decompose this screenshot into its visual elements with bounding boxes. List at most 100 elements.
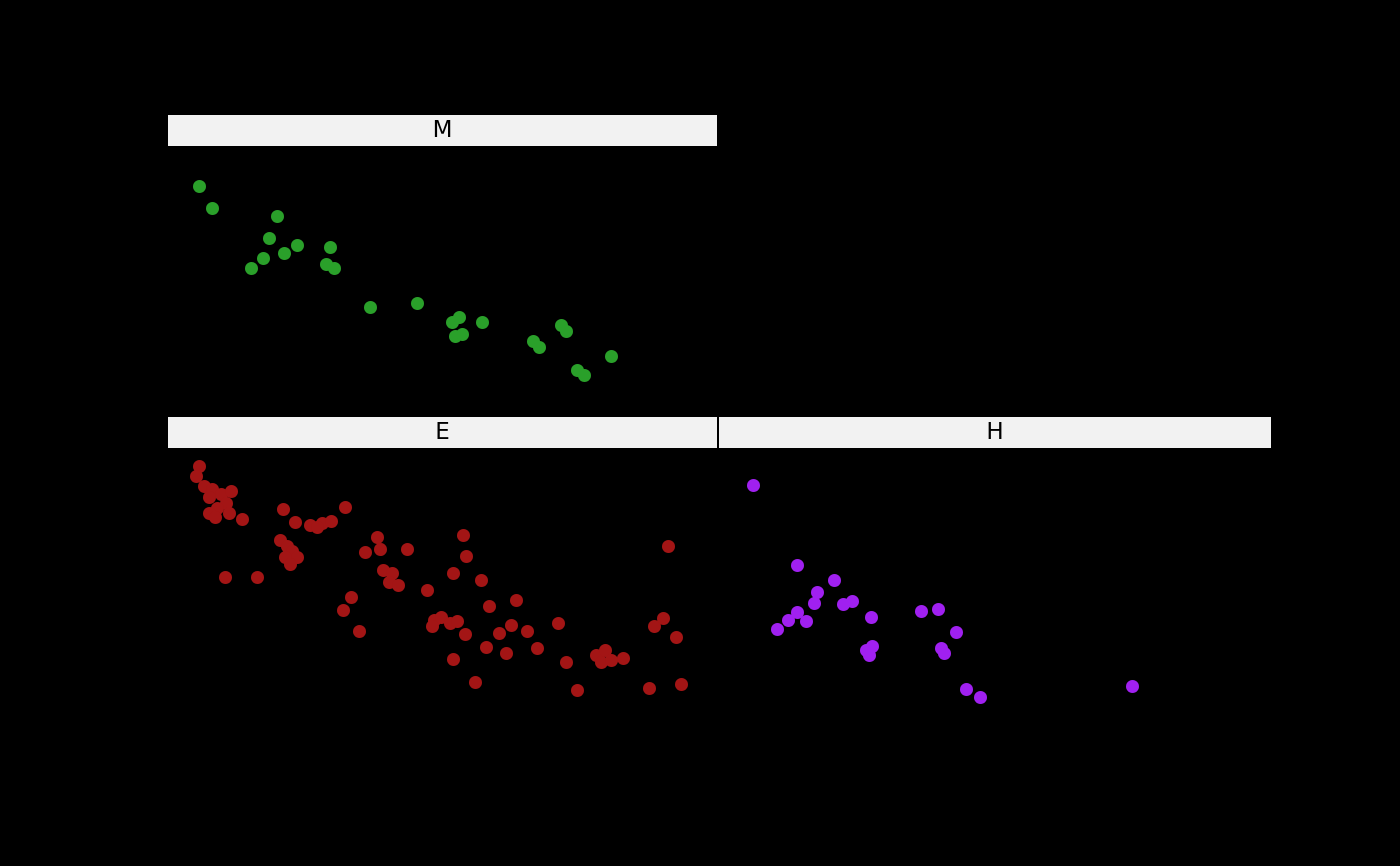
data-point	[459, 549, 473, 563]
data-point	[669, 630, 683, 644]
data-point	[616, 651, 630, 665]
facet-label-m: M	[432, 117, 453, 143]
data-point	[277, 246, 291, 260]
data-point	[594, 655, 608, 669]
data-point	[577, 368, 591, 382]
data-point	[973, 690, 987, 704]
data-point	[647, 619, 661, 633]
data-point	[475, 315, 489, 329]
data-point	[455, 327, 469, 341]
data-point	[865, 639, 879, 653]
data-point	[446, 566, 460, 580]
data-point	[420, 583, 434, 597]
data-point	[674, 677, 688, 691]
data-point	[482, 599, 496, 613]
data-point	[458, 627, 472, 641]
data-point	[323, 240, 337, 254]
facet-strip-e: E	[167, 416, 718, 449]
data-point	[474, 573, 488, 587]
data-point	[370, 530, 384, 544]
data-point	[949, 625, 963, 639]
data-point	[570, 683, 584, 697]
data-point	[327, 261, 341, 275]
data-point	[656, 611, 670, 625]
data-point	[661, 539, 675, 553]
data-point	[336, 603, 350, 617]
data-point	[845, 594, 859, 608]
data-point	[532, 340, 546, 354]
data-point	[192, 179, 206, 193]
data-point	[810, 585, 824, 599]
data-point	[864, 610, 878, 624]
data-point	[479, 640, 493, 654]
data-point	[446, 652, 460, 666]
data-point	[642, 681, 656, 695]
data-point	[450, 614, 464, 628]
data-point	[400, 542, 414, 556]
data-point	[931, 602, 945, 616]
data-point	[256, 251, 270, 265]
data-point	[224, 484, 238, 498]
data-point	[452, 310, 466, 324]
data-point	[781, 613, 795, 627]
data-point	[244, 261, 258, 275]
data-point	[807, 596, 821, 610]
data-point	[551, 616, 565, 630]
data-point	[208, 510, 222, 524]
data-point	[363, 300, 377, 314]
data-point	[598, 643, 612, 657]
data-point	[202, 490, 216, 504]
data-point	[338, 500, 352, 514]
data-point	[425, 619, 439, 633]
data-point	[456, 528, 470, 542]
facet-strip-m: M	[167, 114, 718, 147]
data-point	[410, 296, 424, 310]
data-point	[746, 478, 760, 492]
data-point	[373, 542, 387, 556]
data-point	[604, 653, 618, 667]
data-point	[192, 459, 206, 473]
data-point	[827, 573, 841, 587]
data-point	[499, 646, 513, 660]
data-point	[790, 605, 804, 619]
data-point	[205, 201, 219, 215]
data-point	[509, 593, 523, 607]
data-point	[310, 520, 324, 534]
data-point	[1125, 679, 1139, 693]
data-point	[218, 570, 232, 584]
data-point	[559, 324, 573, 338]
data-point	[189, 469, 203, 483]
data-point	[222, 506, 236, 520]
data-point	[391, 578, 405, 592]
data-point	[288, 515, 302, 529]
data-point	[492, 626, 506, 640]
data-point	[324, 514, 338, 528]
facet-label-e: E	[435, 419, 450, 445]
data-point	[468, 675, 482, 689]
data-point	[770, 622, 784, 636]
data-point	[937, 646, 951, 660]
data-point	[914, 604, 928, 618]
data-point	[290, 238, 304, 252]
data-point	[344, 590, 358, 604]
data-point	[790, 558, 804, 572]
data-point	[283, 557, 297, 571]
data-point	[520, 624, 534, 638]
facet-strip-h: H	[718, 416, 1272, 449]
data-point	[235, 512, 249, 526]
data-point	[799, 614, 813, 628]
data-point	[250, 570, 264, 584]
data-point	[559, 655, 573, 669]
data-point	[352, 624, 366, 638]
facet-label-h: H	[986, 419, 1004, 445]
data-point	[959, 682, 973, 696]
data-point	[270, 209, 284, 223]
data-point	[262, 231, 276, 245]
data-point	[504, 618, 518, 632]
data-point	[530, 641, 544, 655]
data-point	[276, 502, 290, 516]
data-point	[604, 349, 618, 363]
data-point	[358, 545, 372, 559]
